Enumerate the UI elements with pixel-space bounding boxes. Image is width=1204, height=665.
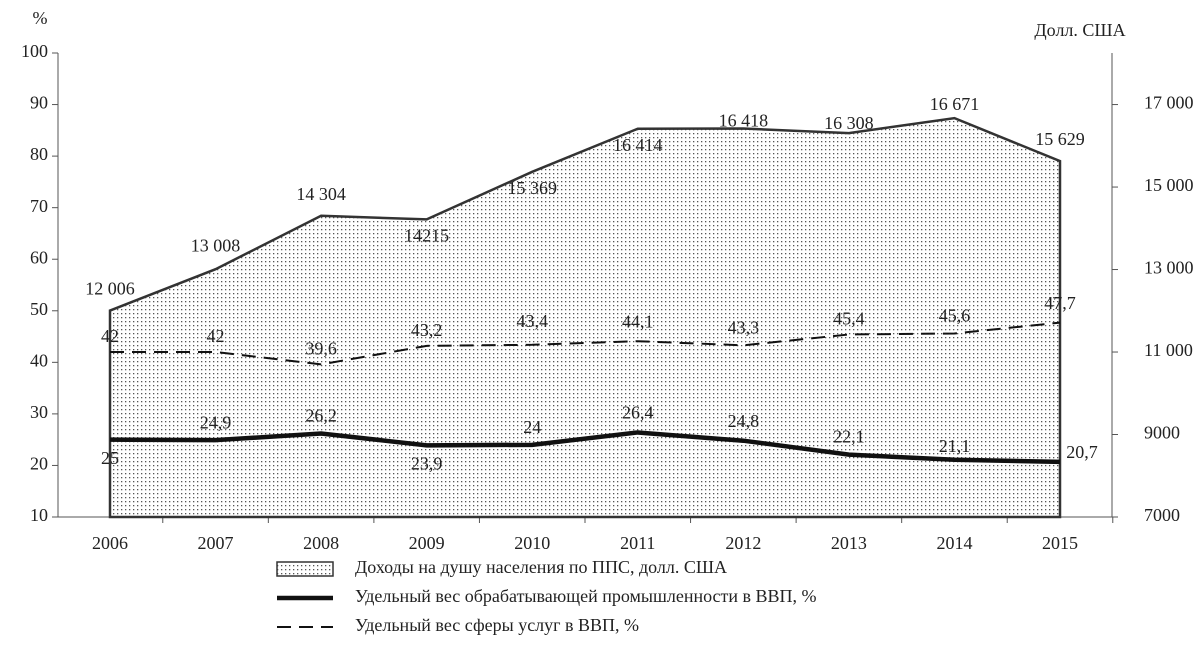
- y-tick-label: 20: [30, 454, 48, 474]
- y-tick-label: 80: [30, 144, 48, 164]
- y-tick-label: 100: [21, 41, 48, 61]
- data-label: 21,1: [939, 436, 971, 456]
- data-label: 13 008: [191, 235, 241, 255]
- data-label: 43,4: [516, 311, 548, 331]
- legend-label: Доходы на душу населения по ППС, долл. С…: [355, 557, 727, 577]
- data-label: 16 671: [930, 94, 980, 114]
- data-label: 16 308: [824, 113, 874, 133]
- y2-tick-label: 17 000: [1144, 93, 1194, 113]
- data-label: 23,9: [411, 453, 443, 473]
- data-label: 16 414: [613, 135, 663, 155]
- line: [109, 430, 1061, 465]
- line: [110, 321, 1061, 366]
- data-label: 44,1: [622, 311, 654, 331]
- data-label: 26,4: [622, 403, 654, 423]
- x-tick-label: 2015: [1042, 533, 1078, 553]
- y2-tick-label: 13 000: [1144, 258, 1194, 278]
- y-tick-label: 30: [30, 402, 48, 422]
- data-label: 24,8: [728, 411, 760, 431]
- x-tick-label: 2010: [514, 533, 550, 553]
- data-label: 47,7: [1044, 293, 1076, 313]
- data-label: 42: [207, 326, 225, 346]
- data-label: 14 304: [296, 184, 346, 204]
- data-label: 20,7: [1066, 442, 1098, 462]
- y2-tick-label: 9000: [1144, 423, 1180, 443]
- y-tick-label: 90: [30, 93, 48, 113]
- y-tick-label: 60: [30, 247, 48, 267]
- x-tick-label: 2008: [303, 533, 339, 553]
- y2-tick-label: 7000: [1144, 505, 1180, 525]
- data-label: 15 369: [507, 178, 557, 198]
- y-tick-label: 50: [30, 299, 48, 319]
- data-label: 24: [523, 417, 541, 437]
- y2-axis-label: Долл. США: [1034, 20, 1125, 40]
- data-label: 26,2: [305, 406, 337, 426]
- data-label: 43,2: [411, 320, 443, 340]
- data-label: 14215: [404, 226, 449, 246]
- y-axis-label: %: [33, 8, 48, 28]
- data-label: 22,1: [833, 427, 865, 447]
- data-label: 16 418: [719, 111, 769, 131]
- y-tick-label: 70: [30, 196, 48, 216]
- data-label: 12 006: [85, 279, 135, 299]
- data-label: 24,9: [200, 412, 232, 432]
- y2-tick-label: 11 000: [1144, 340, 1193, 360]
- area: [108, 116, 1062, 519]
- x-tick-label: 2012: [725, 533, 761, 553]
- y-tick-label: 10: [30, 505, 48, 525]
- data-label: 42: [101, 326, 119, 346]
- x-tick-label: 2013: [831, 533, 867, 553]
- x-tick-label: 2014: [936, 533, 972, 553]
- legend-label: Удельный вес сферы услуг в ВВП, %: [355, 615, 639, 635]
- data-label: 39,6: [305, 339, 337, 359]
- x-tick-label: 2009: [409, 533, 445, 553]
- x-tick-label: 2006: [92, 533, 128, 553]
- legend-label: Удельный вес обрабатывающей промышленнос…: [355, 586, 817, 606]
- x-tick-label: 2011: [620, 533, 655, 553]
- data-label: 45,4: [833, 309, 865, 329]
- y2-tick-label: 15 000: [1144, 175, 1194, 195]
- legend-swatch: [276, 561, 334, 577]
- data-label: 15 629: [1035, 129, 1085, 149]
- data-label: 45,6: [939, 306, 971, 326]
- y-tick-label: 40: [30, 350, 48, 370]
- x-tick-label: 2007: [198, 533, 234, 553]
- data-label: 25: [101, 448, 119, 468]
- data-label: 43,3: [728, 317, 760, 337]
